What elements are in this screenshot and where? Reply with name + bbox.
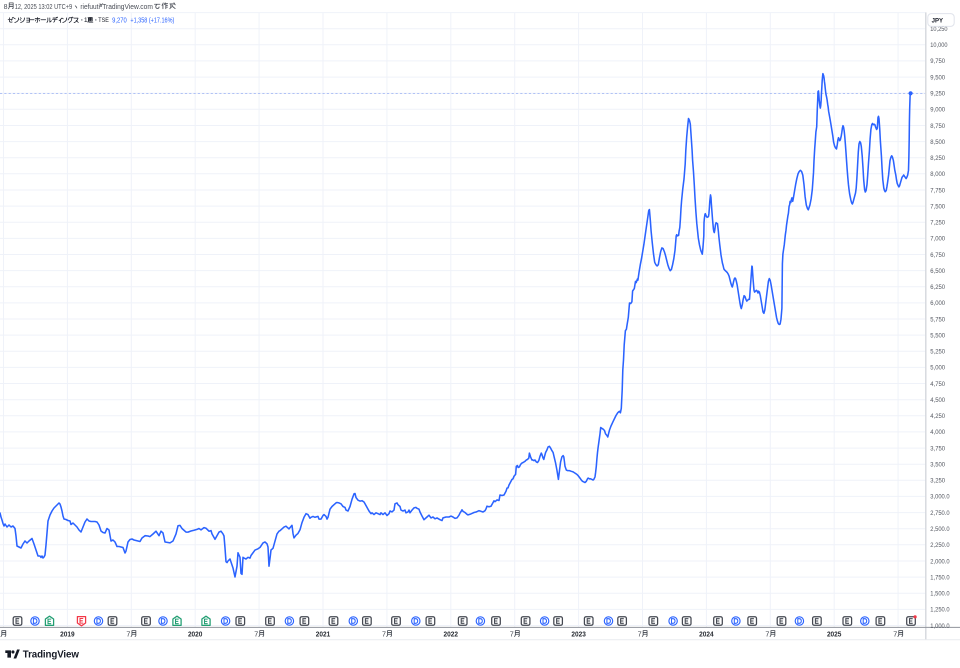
svg-text:9,500: 9,500: [930, 74, 945, 81]
svg-text:JPY: JPY: [932, 18, 944, 25]
svg-text:4,750: 4,750: [930, 381, 945, 388]
svg-text:2021: 2021: [316, 630, 331, 639]
svg-text:5,500: 5,500: [930, 332, 945, 339]
svg-text:+1,358 (+17.16%): +1,358 (+17.16%): [130, 17, 174, 24]
svg-text:2024: 2024: [699, 630, 714, 639]
svg-text:2,500.0: 2,500.0: [930, 526, 950, 533]
svg-text:7: 7: [382, 630, 386, 639]
svg-text:8,250: 8,250: [930, 155, 945, 162]
svg-text:7,750: 7,750: [930, 187, 945, 194]
svg-text:TradingView.com: TradingView.com: [102, 4, 153, 11]
svg-text:2025: 2025: [827, 630, 842, 639]
svg-text:1,000.0: 1,000.0: [930, 623, 950, 630]
svg-text:TradingView: TradingView: [23, 649, 79, 660]
svg-text:3,500: 3,500: [930, 462, 945, 469]
svg-text:7: 7: [510, 630, 514, 639]
svg-text:3,750: 3,750: [930, 445, 945, 452]
svg-text:2020: 2020: [188, 630, 203, 639]
svg-text:5,250: 5,250: [930, 349, 945, 356]
svg-text:2022: 2022: [444, 630, 459, 639]
svg-text:7: 7: [638, 630, 642, 639]
svg-text:2019: 2019: [60, 630, 75, 639]
svg-text:1,500.0: 1,500.0: [930, 591, 950, 598]
svg-text:10,250: 10,250: [930, 26, 947, 33]
svg-text:riefuuti: riefuuti: [80, 4, 100, 11]
svg-text:7: 7: [126, 630, 130, 639]
svg-text:2,250.0: 2,250.0: [930, 542, 950, 549]
svg-text:8,000: 8,000: [930, 171, 945, 178]
svg-text:9,000: 9,000: [930, 107, 945, 114]
svg-text:12, 2025 13:02 UTC+9: 12, 2025 13:02 UTC+9: [15, 4, 73, 11]
svg-text:9,750: 9,750: [930, 58, 945, 65]
svg-text:4,000: 4,000: [930, 429, 945, 436]
svg-text:1,250.0: 1,250.0: [930, 607, 950, 614]
svg-text:6,250: 6,250: [930, 284, 945, 291]
svg-text:7: 7: [893, 630, 897, 639]
svg-text:5,750: 5,750: [930, 316, 945, 323]
svg-text:7,500: 7,500: [930, 203, 945, 210]
svg-text:2023: 2023: [571, 630, 586, 639]
svg-text:8,500: 8,500: [930, 139, 945, 146]
svg-text:TSE: TSE: [98, 17, 109, 24]
svg-text:8,750: 8,750: [930, 123, 945, 130]
svg-text:6,500: 6,500: [930, 268, 945, 275]
svg-text:6,000: 6,000: [930, 300, 945, 307]
svg-text:1,750.0: 1,750.0: [930, 574, 950, 581]
svg-text:9,250: 9,250: [930, 91, 945, 98]
svg-text:4,250: 4,250: [930, 413, 945, 420]
svg-text:7: 7: [254, 630, 258, 639]
svg-text:3,000.0: 3,000.0: [930, 494, 950, 501]
svg-text:6,750: 6,750: [930, 252, 945, 259]
svg-text:8: 8: [4, 4, 8, 11]
svg-text:10,000: 10,000: [930, 42, 947, 49]
svg-text:5,000: 5,000: [930, 365, 945, 372]
svg-text:9,270: 9,270: [112, 17, 127, 24]
svg-text:7,000: 7,000: [930, 236, 945, 243]
svg-text:2,000.0: 2,000.0: [930, 558, 950, 565]
svg-text:7: 7: [765, 630, 769, 639]
svg-text:3,250: 3,250: [930, 478, 945, 485]
svg-text:1: 1: [84, 17, 88, 24]
svg-text:7,250: 7,250: [930, 220, 945, 227]
svg-text:2,750.0: 2,750.0: [930, 510, 950, 517]
svg-text:4,500: 4,500: [930, 397, 945, 404]
